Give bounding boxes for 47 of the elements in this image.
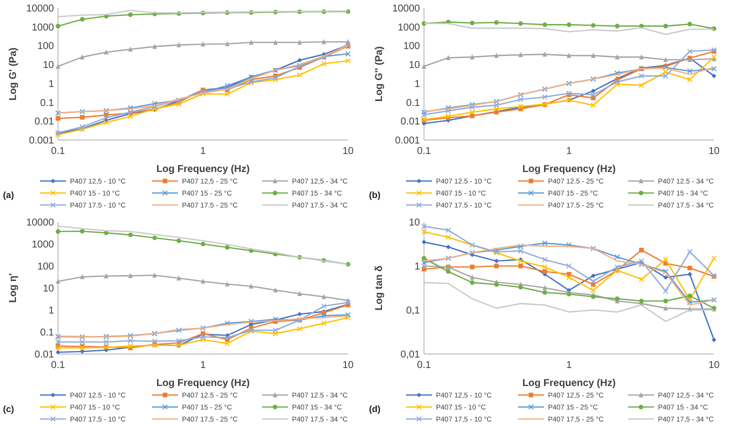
y-tick-label: 1 [48,306,54,316]
y-tick-label: 0,1 [406,306,420,316]
x-tick-label: 10 [342,146,354,157]
y-tick-label: 10 [408,218,420,228]
x-tick-label: 1 [200,360,206,371]
y-tick-label: 0.01 [34,116,54,128]
x-axis-title: Log Frequency (Hz) [522,164,616,175]
x-tick-label: 1 [200,146,206,157]
x-tick-label: 1 [566,146,572,157]
text: (d) [369,404,380,414]
text: (b) [369,190,380,200]
y-tick-label: 0.1 [40,328,54,338]
y-tick-label: 1 [414,78,420,90]
y-tick-label: 10000 [26,218,54,228]
y-tick-label: 1000 [398,22,420,34]
y-tick-label: 0.1 [40,98,54,109]
y-tick-label: 0.01 [400,116,420,128]
y-tick-label: 0.1 [406,98,420,109]
y-axis-title: Log tan δ [374,266,385,310]
x-tick-label: 10 [342,360,354,371]
text: (a) [3,190,14,200]
y-tick-label: 10 [42,60,54,72]
x-axis-title: Log Frequency (Hz) [156,378,250,389]
y-tick-label: 0.001 [394,136,420,146]
y-tick-label: 100 [403,41,420,52]
x-axis-title: Log Frequency (Hz) [522,378,616,389]
x-axis-title: Log Frequency (Hz) [156,164,250,175]
y-tick-label: 100 [37,41,54,52]
y-axis-title: Log G' (Pa) [8,48,19,100]
y-tick-label: 1 [48,78,54,90]
y-tick-label: 100 [37,262,54,272]
y-axis-title: Log η' [8,273,19,303]
text: (c) [3,404,14,414]
y-tick-label: 10 [42,284,54,294]
x-tick-label: 10 [708,360,720,371]
y-tick-label: 10000 [26,4,54,14]
x-tick-label: 1 [566,360,572,371]
y-tick-label: 1000 [32,240,54,250]
y-tick-label: 0.01 [34,350,54,360]
y-tick-label: 0,01 [400,350,420,360]
y-axis-title: Log G'' (Pa) [374,46,385,102]
y-tick-label: 1000 [32,22,54,34]
x-tick-label: 10 [708,146,720,157]
y-tick-label: 10000 [392,4,420,14]
y-tick-label: 0.001 [28,136,54,146]
y-tick-label: 10 [408,60,420,72]
y-tick-label: 1 [414,262,420,272]
